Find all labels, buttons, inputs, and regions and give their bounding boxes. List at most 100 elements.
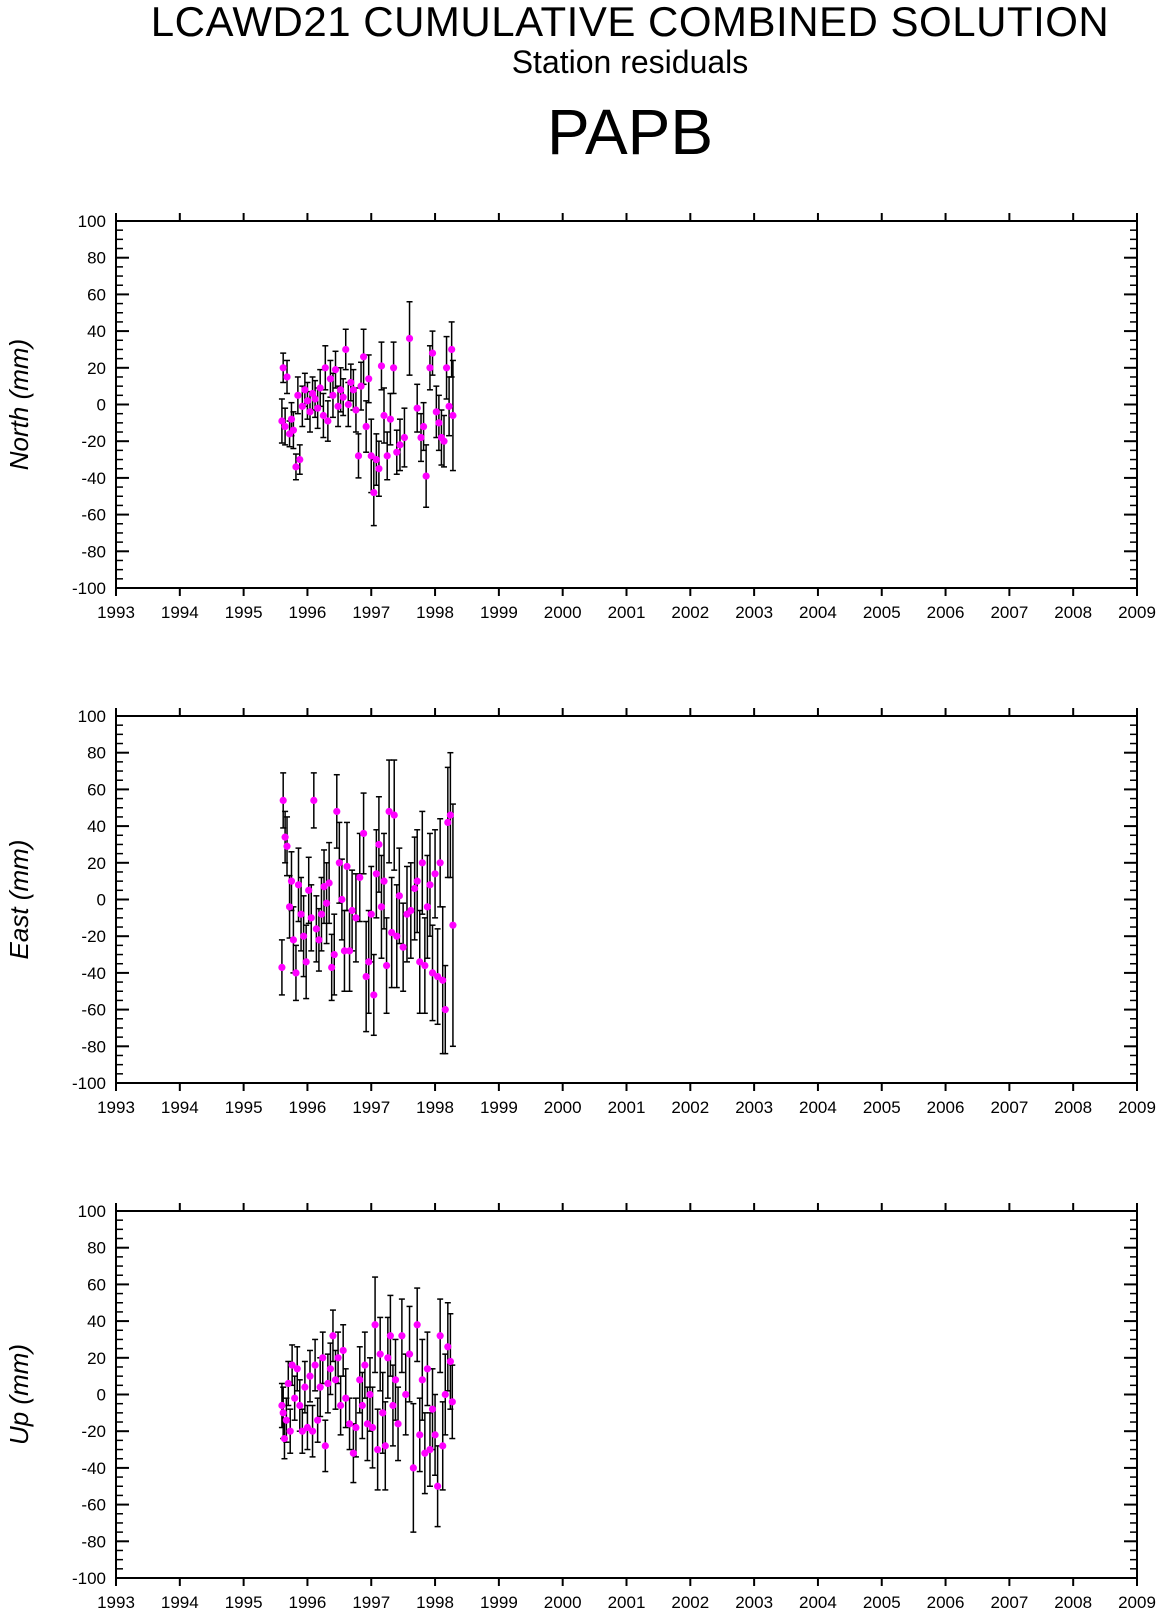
up-panel-data-point	[441, 1390, 449, 1399]
north-panel-data-point	[357, 382, 365, 390]
north-panel-y-tick-label: 0	[97, 396, 106, 415]
north-panel-y-tick-label: -60	[81, 506, 106, 525]
east-panel-data-point	[305, 886, 313, 894]
east-panel-frame	[115, 715, 1138, 1084]
east-panel-x-tick-label: 2000	[544, 1098, 582, 1117]
north-panel-data-point	[287, 415, 296, 423]
east-panel-x-tick-label: 2009	[1118, 1098, 1156, 1117]
north-panel-data-point	[422, 472, 430, 480]
up-panel-x-tick-label: 2009	[1118, 1593, 1156, 1612]
north-panel-y-tick-label: -80	[81, 542, 106, 561]
up-panel-y-tick-label: -80	[81, 1532, 106, 1551]
east-panel-data-point	[407, 906, 415, 915]
east-panel-data-point	[418, 859, 426, 867]
north-panel-data-point	[344, 400, 352, 409]
north-panel-data-point	[367, 452, 375, 460]
up-panel-x-tick-label: 1995	[225, 1593, 263, 1612]
up-panel-y-tick-label: 60	[87, 1275, 106, 1294]
east-panel-data-point	[345, 947, 354, 955]
up-panel-data-point	[363, 1420, 372, 1428]
up-panel-x-tick-label: 1999	[480, 1593, 518, 1612]
up-panel-x-tick-label: 2003	[735, 1593, 773, 1612]
east-panel-data-point	[338, 895, 346, 904]
north-panel-data-point	[442, 364, 451, 372]
north-panel-data-point	[426, 364, 434, 372]
north-panel-y-tick-label: 40	[87, 322, 106, 341]
up-panel-data-point	[339, 1346, 347, 1355]
up-panel-data-point	[280, 1434, 289, 1443]
east-panel-y-tick-label: -100	[72, 1074, 106, 1093]
north-panel-data-point	[413, 404, 421, 412]
east-panel-data-point	[330, 950, 338, 959]
north-panel-data-point	[289, 426, 297, 434]
north-panel-x-tick-label: 2009	[1118, 603, 1156, 622]
east-panel-data-point	[322, 899, 331, 907]
north-panel-data-point	[396, 441, 404, 449]
up-panel-data-point	[337, 1401, 345, 1410]
north-panel-data-point	[365, 375, 373, 383]
east-panel-x-tick-label: 2002	[671, 1098, 709, 1117]
north-panel-data-point	[314, 404, 322, 412]
east-panel-y-tick-label: 100	[78, 707, 106, 726]
up-panel-data-point	[416, 1431, 424, 1439]
up-panel-data-point	[368, 1423, 377, 1432]
up-panel-y-tick-label: 100	[78, 1202, 106, 1221]
up-panel-data-point	[311, 1361, 319, 1369]
up-panel-data-point	[324, 1379, 332, 1388]
east-panel-data-point	[325, 879, 333, 887]
east-panel-data-point	[310, 796, 318, 805]
up-panel-data-point	[374, 1445, 382, 1454]
east-panel-x-tick-label: 1993	[97, 1098, 135, 1117]
north-panel-data-point	[432, 408, 440, 416]
up-panel-data-point	[413, 1321, 421, 1329]
east-panel-y-tick-label: -80	[81, 1037, 106, 1056]
north-panel-x-tick-label: 1995	[225, 603, 263, 622]
north-panel-data-point	[349, 386, 357, 394]
up-panel-x-tick-label: 1998	[416, 1593, 454, 1612]
north-panel-x-tick-label: 2007	[990, 603, 1028, 622]
east-panel-data-point	[335, 859, 343, 867]
north-panel-x-tick-label: 1994	[161, 603, 199, 622]
east-panel-data-point	[348, 906, 356, 915]
up-panel-data-point	[439, 1442, 447, 1450]
east-panel-y-tick-label: -60	[81, 1001, 106, 1020]
up-panel-data-point	[361, 1361, 369, 1369]
north-panel-data-point	[419, 422, 428, 431]
east-panel-data-point	[370, 991, 378, 999]
north-panel-data-point	[435, 419, 443, 427]
east-panel-x-tick-label: 2008	[1054, 1098, 1092, 1117]
east-panel-data-point	[307, 914, 315, 922]
north-panel-y-tick-label: 100	[78, 212, 106, 231]
up-panel-data-point	[329, 1332, 337, 1340]
east-panel-data-point	[281, 833, 289, 841]
east-panel-x-tick-label: 1997	[352, 1098, 390, 1117]
up-panel-data-point	[418, 1376, 426, 1384]
up-panel-data-point	[446, 1357, 454, 1366]
north-panel-data-point	[283, 373, 291, 381]
east-panel-data-point	[385, 807, 393, 816]
north-panel-data-point	[337, 386, 345, 394]
up-panel-x-tick-label: 1996	[289, 1593, 327, 1612]
east-panel-data-point	[382, 961, 391, 970]
east-panel-data-point	[328, 963, 336, 971]
north-panel-data-point	[292, 463, 300, 471]
north-panel-data-point	[331, 366, 340, 374]
east-panel-data-point	[375, 840, 383, 849]
up-panel-data-point	[282, 1416, 290, 1424]
east-panel-data-point	[292, 969, 300, 977]
up-panel-data-point	[279, 1409, 287, 1417]
up-panel-data-point	[381, 1442, 389, 1450]
east-panel-data-point	[285, 903, 294, 911]
east-panel-data-point	[390, 811, 398, 819]
up-panel-data-point	[371, 1321, 379, 1329]
up-panel-data-point	[436, 1332, 444, 1340]
up-panel-data-point	[394, 1420, 402, 1428]
north-panel-x-tick-label: 1999	[480, 603, 518, 622]
up-panel-data-point	[409, 1464, 417, 1472]
up-panel-data-point	[331, 1376, 340, 1384]
up-panel-data-point	[326, 1365, 335, 1373]
north-panel-data-point	[321, 364, 329, 372]
east-panel-data-point	[444, 818, 452, 827]
north-panel-data-point	[347, 378, 355, 387]
up-panel-data-point	[342, 1394, 350, 1402]
